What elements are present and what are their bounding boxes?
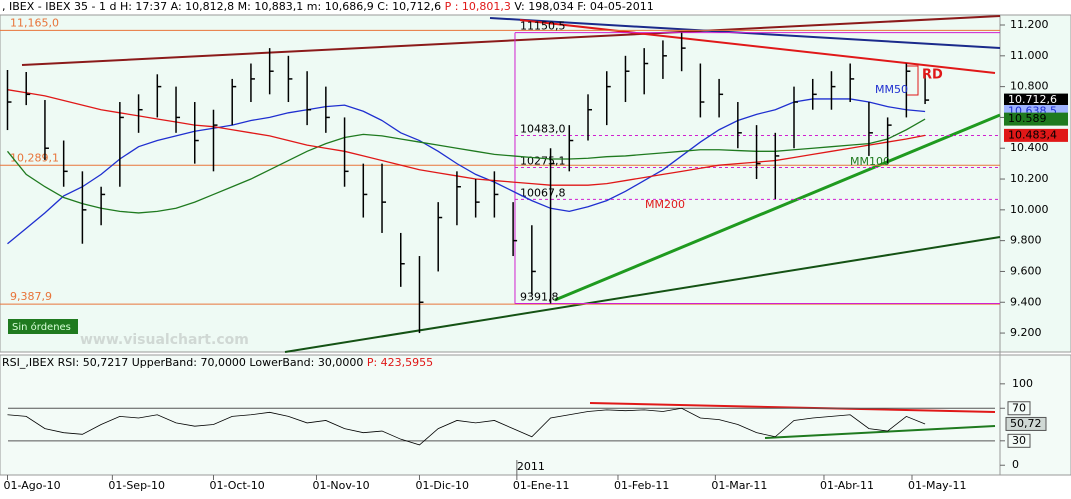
rsi-header-p: P: 423,5955 xyxy=(367,356,433,369)
moving-average xyxy=(7,98,926,245)
trendlines xyxy=(21,15,1001,439)
x-tick-label: 01-Sep-10 xyxy=(108,479,165,492)
header-text: , IBEX - IBEX 35 - 1 d H: 17:37 A: 10,81… xyxy=(2,0,445,13)
price-tag-label: 10.589 xyxy=(1008,112,1047,125)
retracement-label: 9391,8 xyxy=(520,291,559,304)
rsi-header-text: RSI_,IBEX RSI: 50,7217 UpperBand: 70,000… xyxy=(2,356,367,369)
y-tick-label: 11.000 xyxy=(1010,49,1049,62)
rsi-tick-label: 70 xyxy=(1012,401,1026,414)
level-label: 11,165,0 xyxy=(10,16,59,29)
price-tag xyxy=(1004,128,1068,142)
level-label: 10,289,1 xyxy=(10,151,59,164)
y-tick-label: 9.200 xyxy=(1010,326,1042,339)
rsi-tick-label: 0 xyxy=(1012,458,1019,471)
rsi-line xyxy=(7,407,926,446)
status: Sin órdenes xyxy=(12,321,71,333)
status-box xyxy=(8,319,78,334)
price-tag xyxy=(1004,112,1068,126)
rsi-trendline xyxy=(589,402,996,413)
trendline xyxy=(519,19,996,74)
trendline xyxy=(554,113,1001,302)
y-tick-label: 10.400 xyxy=(1010,141,1049,154)
rsi-header: RSI_,IBEX RSI: 50,7217 UpperBand: 70,000… xyxy=(2,356,433,369)
x-tick-label: 01-Ago-10 xyxy=(3,479,60,492)
x-tick-label: 01-May-11 xyxy=(908,479,966,492)
y-tick-label: 9.400 xyxy=(1010,295,1042,308)
retracement-label: 10483,0 xyxy=(520,122,566,135)
x-tick-label: 01-Mar-11 xyxy=(711,479,767,492)
y-tick-label: 10.200 xyxy=(1010,172,1049,185)
trendline xyxy=(284,236,1001,353)
y-tick-label: 11.200 xyxy=(1010,18,1049,31)
moving-average xyxy=(7,89,926,186)
y-tick-label: 10.800 xyxy=(1010,80,1049,93)
rsi-tick-box xyxy=(1007,401,1031,416)
watermark: www.visualchart.com xyxy=(80,332,249,348)
y-tick-label: 9.600 xyxy=(1010,264,1042,277)
annotation: MM50 xyxy=(875,83,908,96)
moving-average xyxy=(6,118,926,214)
rsi-tick-label: 100 xyxy=(1012,377,1033,390)
trendline xyxy=(21,15,1001,66)
year-label: 2011 xyxy=(517,460,545,473)
retracement-label: 10067,8 xyxy=(520,186,566,199)
annotation: MM100 xyxy=(850,155,890,168)
x-tick-label: 01-Oct-10 xyxy=(209,479,264,492)
rsi-trendline xyxy=(764,425,996,439)
price-tag-label: 10.712,6 xyxy=(1008,93,1057,106)
price-tag xyxy=(1004,93,1068,107)
price-tag-label: 10.483,4 xyxy=(1008,128,1057,141)
rd-mark xyxy=(906,65,919,96)
rsi-tick-label: 30 xyxy=(1012,434,1026,447)
y-tick-label: 9.800 xyxy=(1010,234,1042,247)
y-tick-label: 10.000 xyxy=(1010,203,1049,216)
annotation: RD xyxy=(922,68,943,83)
x-tick-label: 01-Nov-10 xyxy=(312,479,369,492)
rsi-tick-box xyxy=(1007,433,1031,448)
x-tick-label: 01-Feb-11 xyxy=(614,479,669,492)
x-tick-label: 01-Ene-11 xyxy=(513,479,570,492)
header-tail: V: 198,034 F: 04-05-2011 xyxy=(511,0,654,13)
level-label: 9,387,9 xyxy=(10,290,52,303)
rsi-last-tag xyxy=(1005,416,1047,431)
rsi-last-label: 50,72 xyxy=(1010,417,1042,430)
x-tick-label: 01-Abr-11 xyxy=(820,479,874,492)
header: , IBEX - IBEX 35 - 1 d H: 17:37 A: 10,81… xyxy=(2,0,654,13)
rsi-pane xyxy=(0,354,1071,476)
header-p: P : 10,801,3 xyxy=(445,0,511,13)
annotation: MM200 xyxy=(645,198,685,211)
retracement-label: 11150,5 xyxy=(520,20,566,33)
x-tick-label: 01-Dic-10 xyxy=(415,479,469,492)
